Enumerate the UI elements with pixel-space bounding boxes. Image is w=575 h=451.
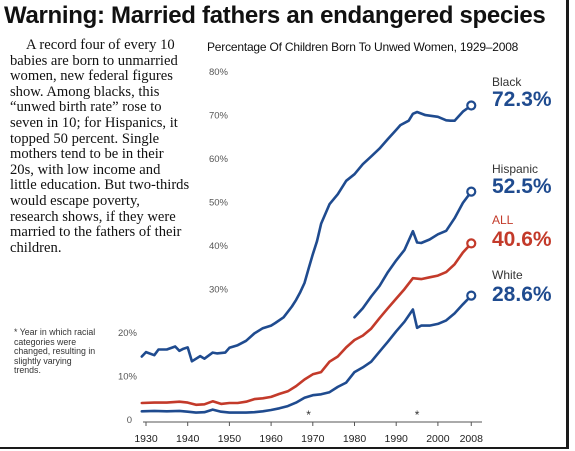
x-tick-label: 1960 xyxy=(259,433,283,445)
x-tick-label: 1950 xyxy=(218,433,242,445)
y-tick-label: 60% xyxy=(209,154,229,165)
y-tick-label: 10% xyxy=(118,372,138,383)
series-name-black: Black xyxy=(492,75,522,89)
y-tick-label: 80% xyxy=(209,67,229,78)
y-tick-label: 70% xyxy=(209,111,229,122)
series-name-all: ALL xyxy=(492,213,514,227)
y-tick-label: 30% xyxy=(209,285,229,296)
chart-title: Percentage Of Children Born To Unwed Wom… xyxy=(207,40,519,54)
series-name-hispanic: Hispanic xyxy=(492,162,538,176)
series-end-point-hispanic xyxy=(466,186,477,197)
x-tick-label: 1980 xyxy=(343,433,367,445)
x-tick-label: 1990 xyxy=(385,433,409,445)
series-name-white: White xyxy=(492,268,523,282)
series-end-point-white xyxy=(466,290,477,301)
series-line-all xyxy=(140,242,473,407)
x-tick-label: 1970 xyxy=(301,433,325,445)
series-value-hispanic: 52.5% xyxy=(492,175,552,198)
y-tick-label: 0 xyxy=(127,415,132,426)
x-tick-label: 2008 xyxy=(460,433,484,445)
series-end-point-black xyxy=(466,100,477,111)
series-value-all: 40.6% xyxy=(492,228,552,251)
series-value-white: 28.6% xyxy=(492,283,552,306)
x-tick-label: 1930 xyxy=(134,433,158,445)
series-end-point-all xyxy=(466,238,477,249)
footnote-marker: * xyxy=(306,408,311,422)
series-line-black xyxy=(140,104,473,363)
y-tick-label: 50% xyxy=(209,198,229,209)
series-line-white xyxy=(140,294,473,414)
y-tick-label: 40% xyxy=(209,241,229,252)
y-tick-label: 20% xyxy=(118,328,138,339)
headline: Warning: Married fathers an endangered s… xyxy=(4,2,546,29)
article-body: A record four of every 10 babies are bor… xyxy=(10,37,190,256)
x-tick-label: 1940 xyxy=(176,433,200,445)
footnote: * Year in which racial categories were c… xyxy=(14,327,96,375)
footnote-marker: * xyxy=(415,408,420,422)
series-value-black: 72.3% xyxy=(492,88,552,111)
x-tick-label: 2000 xyxy=(426,433,450,445)
series-line-hispanic xyxy=(353,190,473,319)
